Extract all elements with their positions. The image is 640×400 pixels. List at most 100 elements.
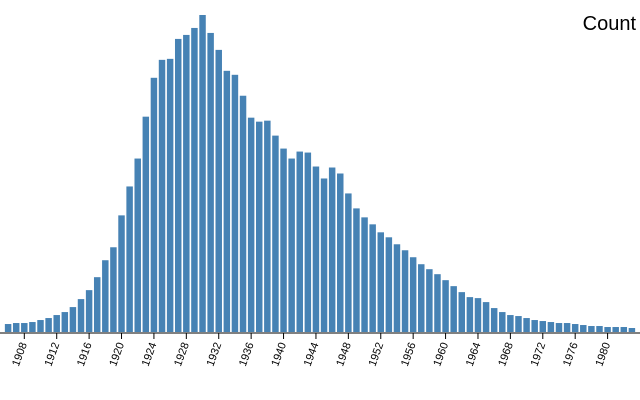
bar <box>280 148 287 332</box>
bar <box>264 120 271 332</box>
chart-title: Count <box>583 13 637 35</box>
bar <box>312 166 320 332</box>
bar <box>604 327 611 332</box>
bar <box>272 135 279 332</box>
bar <box>142 116 150 332</box>
x-tick-label: 1980 <box>593 341 613 368</box>
bar <box>563 323 571 332</box>
bar <box>596 326 603 332</box>
bar <box>490 308 498 332</box>
x-tick-label: 1936 <box>237 341 257 368</box>
bar <box>183 34 190 333</box>
bar <box>377 232 384 332</box>
bar <box>69 307 77 332</box>
bar <box>77 299 85 332</box>
bar <box>134 158 141 332</box>
bar <box>353 208 360 332</box>
bar <box>385 237 393 332</box>
bar <box>102 260 109 332</box>
bar <box>29 322 36 332</box>
bar <box>547 322 555 332</box>
bar <box>110 247 117 332</box>
bar <box>296 151 303 332</box>
bar <box>515 316 522 332</box>
bar <box>628 328 636 332</box>
bar <box>458 292 466 332</box>
bar <box>45 318 52 332</box>
bar <box>320 178 328 332</box>
bar <box>409 257 417 332</box>
bar <box>369 224 376 332</box>
bar <box>85 290 93 332</box>
bar <box>531 320 538 332</box>
bar <box>223 70 231 332</box>
x-tick-label: 1924 <box>140 341 160 368</box>
bar <box>620 327 628 332</box>
x-tick-label: 1940 <box>269 341 289 368</box>
bar <box>150 77 158 332</box>
bar <box>499 312 506 332</box>
bar <box>158 59 166 333</box>
bar <box>37 320 44 332</box>
x-tick-label: 1972 <box>529 341 549 368</box>
bar <box>207 32 214 332</box>
x-tick-label: 1944 <box>302 341 322 368</box>
x-tick-label: 1948 <box>334 341 354 368</box>
x-tick-label: 1976 <box>561 341 581 368</box>
bar <box>21 323 28 332</box>
bar <box>174 38 182 332</box>
bar <box>523 318 530 332</box>
x-tick-label: 1932 <box>205 341 225 368</box>
x-tick-label: 1928 <box>172 341 192 368</box>
bar <box>337 173 344 332</box>
bar <box>401 250 409 332</box>
x-tick-label: 1956 <box>399 341 419 368</box>
bar <box>588 326 595 332</box>
bar <box>580 325 587 332</box>
bar <box>474 298 482 332</box>
x-tick-label: 1916 <box>75 341 95 368</box>
bar <box>231 74 239 333</box>
bar <box>4 324 12 332</box>
x-tick-label: 1920 <box>107 341 127 368</box>
bar <box>93 277 101 332</box>
bar <box>247 117 255 332</box>
x-tick-label: 1908 <box>10 341 30 368</box>
bar <box>256 121 263 332</box>
bar <box>434 274 441 332</box>
bar <box>191 27 198 332</box>
bar <box>61 312 69 332</box>
x-tick-label: 1968 <box>496 341 516 368</box>
bar <box>239 95 247 332</box>
bar <box>555 323 563 332</box>
bar <box>199 14 206 333</box>
bar <box>426 269 433 332</box>
x-tick-label: 1952 <box>367 341 387 368</box>
bar <box>571 324 579 332</box>
x-tick-label: 1960 <box>431 341 451 368</box>
x-tick-label: 1912 <box>43 341 63 368</box>
bar <box>304 152 312 332</box>
bar <box>539 321 547 332</box>
bar <box>450 286 457 332</box>
bar <box>507 315 514 332</box>
bar <box>118 215 125 332</box>
bar <box>345 193 352 332</box>
bar <box>215 49 222 333</box>
bar <box>418 264 425 332</box>
bar <box>328 167 336 332</box>
bar <box>126 186 133 332</box>
bar <box>361 217 368 332</box>
bar <box>466 297 474 332</box>
x-tick-label: 1964 <box>464 341 484 368</box>
bar <box>442 280 449 332</box>
bar <box>612 327 619 332</box>
bar <box>12 323 20 332</box>
bar <box>393 244 401 332</box>
bar <box>166 58 174 332</box>
bar <box>53 315 60 332</box>
bar <box>482 302 490 332</box>
bar <box>288 158 295 332</box>
